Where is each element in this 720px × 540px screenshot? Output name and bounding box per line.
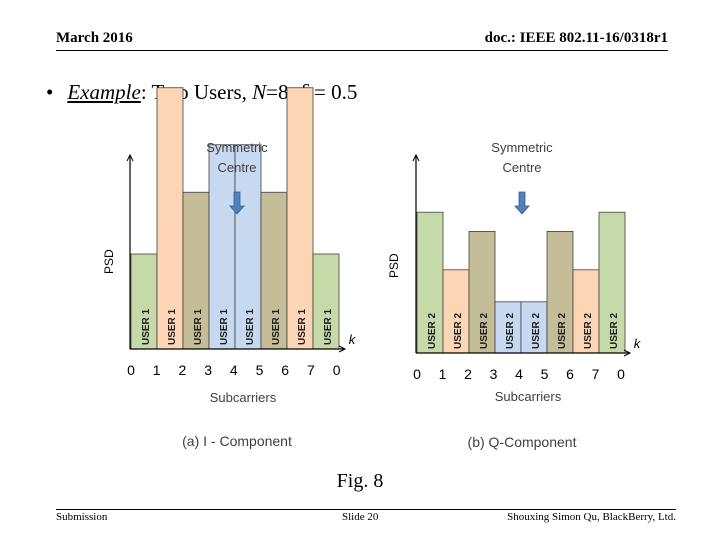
x-tick-2: 2 xyxy=(464,366,472,382)
x-tick-1: 1 xyxy=(439,366,447,382)
annotation-line-1: Symmetric xyxy=(206,140,268,155)
footer-submission: Submission xyxy=(56,511,108,523)
header-divider xyxy=(56,50,668,51)
bar-label-5: USER 1 xyxy=(245,308,256,345)
bar-5 xyxy=(520,301,548,354)
bar-7 xyxy=(286,87,314,350)
bar-1 xyxy=(416,211,444,354)
x-tick-7: 7 xyxy=(307,362,315,378)
x-tick-6: 6 xyxy=(281,362,289,378)
bar-label-5: USER 2 xyxy=(531,312,542,349)
header-doc-id: doc.: IEEE 802.11-16/0318r1 xyxy=(484,30,668,46)
annotation-line-1: Symmetric xyxy=(491,140,553,155)
x-tick-7: 7 xyxy=(592,366,600,382)
bar-label-3: USER 1 xyxy=(193,308,204,345)
y-axis-label: PSD xyxy=(102,249,116,274)
figure-caption: Fig. 8 xyxy=(336,470,384,492)
x-tick-0: 0 xyxy=(127,362,135,378)
chart-q-component: USER 2 USER 2 USER 2 USER 2 USER 2 USER 2 USER… xyxy=(387,140,642,450)
bar-label-1: USER 2 xyxy=(427,312,438,349)
y-axis-arrowhead xyxy=(412,153,420,162)
bar-label-2: USER 1 xyxy=(167,308,178,345)
bar-2 xyxy=(442,269,470,354)
bar-label-3: USER 2 xyxy=(479,312,490,349)
x-tick-1: 1 xyxy=(153,362,161,378)
annotation-line-2: Centre xyxy=(502,160,541,175)
example-bullet: •Example: Two Users, N=8, δ = 0.5 xyxy=(46,80,357,105)
chart-title: (b) Q-Component xyxy=(468,434,577,450)
bar-label-6: USER 2 xyxy=(557,312,568,349)
bar-8 xyxy=(312,253,340,350)
bar-7 xyxy=(572,269,600,354)
x-axis-arrowhead xyxy=(338,345,347,353)
example-text-c: = 0.5 xyxy=(308,80,358,104)
bar-label-6: USER 1 xyxy=(271,308,282,345)
centre-arrow-icon xyxy=(514,191,530,215)
footer-slide-number: Slide 20 xyxy=(342,511,379,523)
bar-label-8: USER 2 xyxy=(609,312,620,349)
example-label: Example xyxy=(67,80,141,104)
x-axis-arrowhead xyxy=(623,349,632,357)
bar-3 xyxy=(182,191,210,350)
y-axis-arrowhead xyxy=(126,153,134,162)
bar-3 xyxy=(468,230,496,354)
footer-divider xyxy=(56,509,676,510)
x-tick-2: 2 xyxy=(179,362,187,378)
footer-author: Shouxing Simon Qu, BlackBerry, Ltd. xyxy=(507,511,676,523)
x-tick-4: 4 xyxy=(515,366,523,382)
chart-title: (a) I - Component xyxy=(182,433,292,449)
bullet-dot: • xyxy=(46,80,54,104)
header-date: March 2016 xyxy=(56,30,133,46)
x-axis-label: Subcarriers xyxy=(210,390,277,405)
axis-variable-k: k xyxy=(349,332,357,347)
x-tick-3: 3 xyxy=(490,366,498,382)
x-tick-5: 5 xyxy=(256,362,264,378)
n-variable: N xyxy=(252,80,267,104)
bar-label-2: USER 2 xyxy=(453,312,464,349)
x-tick-3: 3 xyxy=(204,362,212,378)
bar-label-1: USER 1 xyxy=(141,308,152,345)
bar-4 xyxy=(494,301,522,354)
y-axis-label: PSD xyxy=(387,253,401,278)
axis-variable-k: k xyxy=(634,336,642,351)
bar-8 xyxy=(598,211,626,354)
bar-6 xyxy=(260,191,288,350)
x-tick-6: 6 xyxy=(566,366,574,382)
bar-label-7: USER 2 xyxy=(583,312,594,349)
x-tick-5: 5 xyxy=(541,366,549,382)
bar-label-8: USER 1 xyxy=(323,308,334,345)
chart-i-component: USER 1 USER 1 USER 1 USER 1 USER 1 USER 1 USER… xyxy=(102,87,357,449)
annotation-line-2: Centre xyxy=(217,160,256,175)
centre-arrow-icon xyxy=(229,191,245,215)
bar-label-4: USER 2 xyxy=(505,312,516,349)
x-tick-8: 0 xyxy=(617,366,625,382)
x-tick-8: 0 xyxy=(333,362,341,378)
bar-label-7: USER 1 xyxy=(297,308,308,345)
x-axis-label: Subcarriers xyxy=(495,389,562,404)
x-tick-0: 0 xyxy=(413,366,421,382)
bar-label-4: USER 1 xyxy=(219,308,230,345)
x-tick-4: 4 xyxy=(230,362,238,378)
bar-2 xyxy=(156,87,184,350)
bar-4 xyxy=(208,144,236,350)
bar-6 xyxy=(546,230,574,354)
